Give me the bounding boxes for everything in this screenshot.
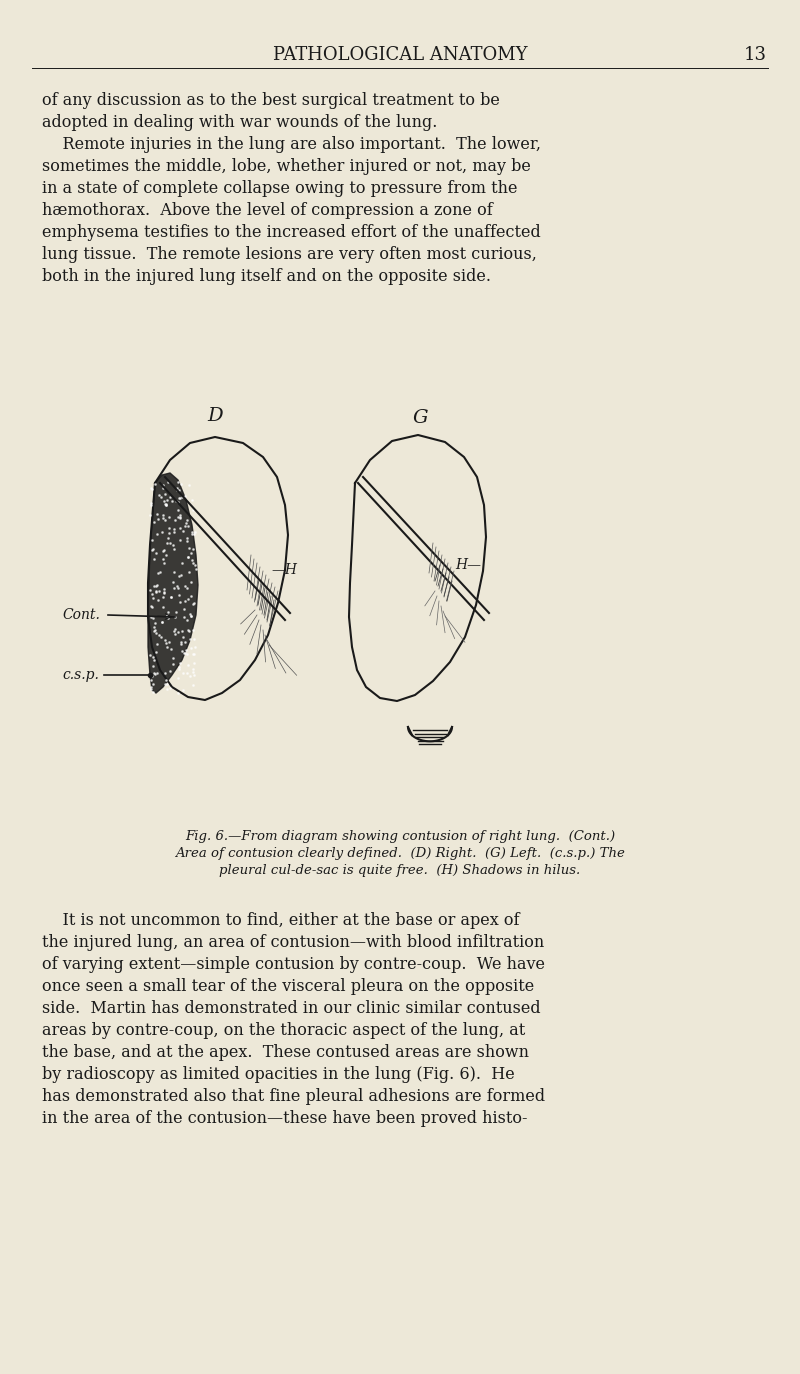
Text: once seen a small tear of the visceral pleura on the opposite: once seen a small tear of the visceral p… bbox=[42, 978, 534, 995]
Text: by radioscopy as limited opacities in the lung (Fig. 6).  He: by radioscopy as limited opacities in th… bbox=[42, 1066, 514, 1083]
Polygon shape bbox=[148, 473, 198, 692]
Text: Area of contusion clearly defined.  (D) Right.  (G) Left.  (c.s.p.) The: Area of contusion clearly defined. (D) R… bbox=[175, 846, 625, 860]
Text: Cont.: Cont. bbox=[62, 609, 100, 622]
Text: areas by contre-coup, on the thoracic aspect of the lung, at: areas by contre-coup, on the thoracic as… bbox=[42, 1022, 526, 1039]
Text: of any discussion as to the best surgical treatment to be: of any discussion as to the best surgica… bbox=[42, 92, 500, 109]
Text: the base, and at the apex.  These contused areas are shown: the base, and at the apex. These contuse… bbox=[42, 1044, 529, 1061]
Text: —H: —H bbox=[271, 563, 297, 577]
Text: has demonstrated also that fine pleural adhesions are formed: has demonstrated also that fine pleural … bbox=[42, 1088, 545, 1105]
Text: 13: 13 bbox=[743, 45, 766, 65]
Text: PATHOLOGICAL ANATOMY: PATHOLOGICAL ANATOMY bbox=[273, 45, 527, 65]
Text: adopted in dealing with war wounds of the lung.: adopted in dealing with war wounds of th… bbox=[42, 114, 438, 131]
Text: in a state of complete collapse owing to pressure from the: in a state of complete collapse owing to… bbox=[42, 180, 518, 196]
Text: lung tissue.  The remote lesions are very often most curious,: lung tissue. The remote lesions are very… bbox=[42, 246, 537, 262]
Text: in the area of the contusion—these have been proved histo-: in the area of the contusion—these have … bbox=[42, 1110, 527, 1127]
Text: pleural cul-de-sac is quite free.  (H) Shadows in hilus.: pleural cul-de-sac is quite free. (H) Sh… bbox=[219, 864, 581, 877]
Text: side.  Martin has demonstrated in our clinic similar contused: side. Martin has demonstrated in our cli… bbox=[42, 1000, 541, 1017]
Text: Remote injuries in the lung are also important.  The lower,: Remote injuries in the lung are also imp… bbox=[42, 136, 541, 153]
Text: emphysema testifies to the increased effort of the unaffected: emphysema testifies to the increased eff… bbox=[42, 224, 541, 240]
Text: of varying extent—simple contusion by contre-coup.  We have: of varying extent—simple contusion by co… bbox=[42, 956, 545, 973]
Text: H—: H— bbox=[455, 558, 481, 572]
Text: hæmothorax.  Above the level of compression a zone of: hæmothorax. Above the level of compressi… bbox=[42, 202, 493, 218]
Text: c.s.p.: c.s.p. bbox=[62, 668, 99, 682]
Text: It is not uncommon to find, either at the base or apex of: It is not uncommon to find, either at th… bbox=[42, 912, 519, 929]
Text: both in the injured lung itself and on the opposite side.: both in the injured lung itself and on t… bbox=[42, 268, 491, 284]
Text: D: D bbox=[207, 407, 223, 425]
Text: G: G bbox=[412, 409, 428, 427]
Text: the injured lung, an area of contusion—with blood infiltration: the injured lung, an area of contusion—w… bbox=[42, 934, 544, 951]
Text: sometimes the middle, lobe, whether injured or not, may be: sometimes the middle, lobe, whether inju… bbox=[42, 158, 531, 174]
Text: Fig. 6.—From diagram showing contusion of right lung.  (Cont.): Fig. 6.—From diagram showing contusion o… bbox=[185, 830, 615, 844]
